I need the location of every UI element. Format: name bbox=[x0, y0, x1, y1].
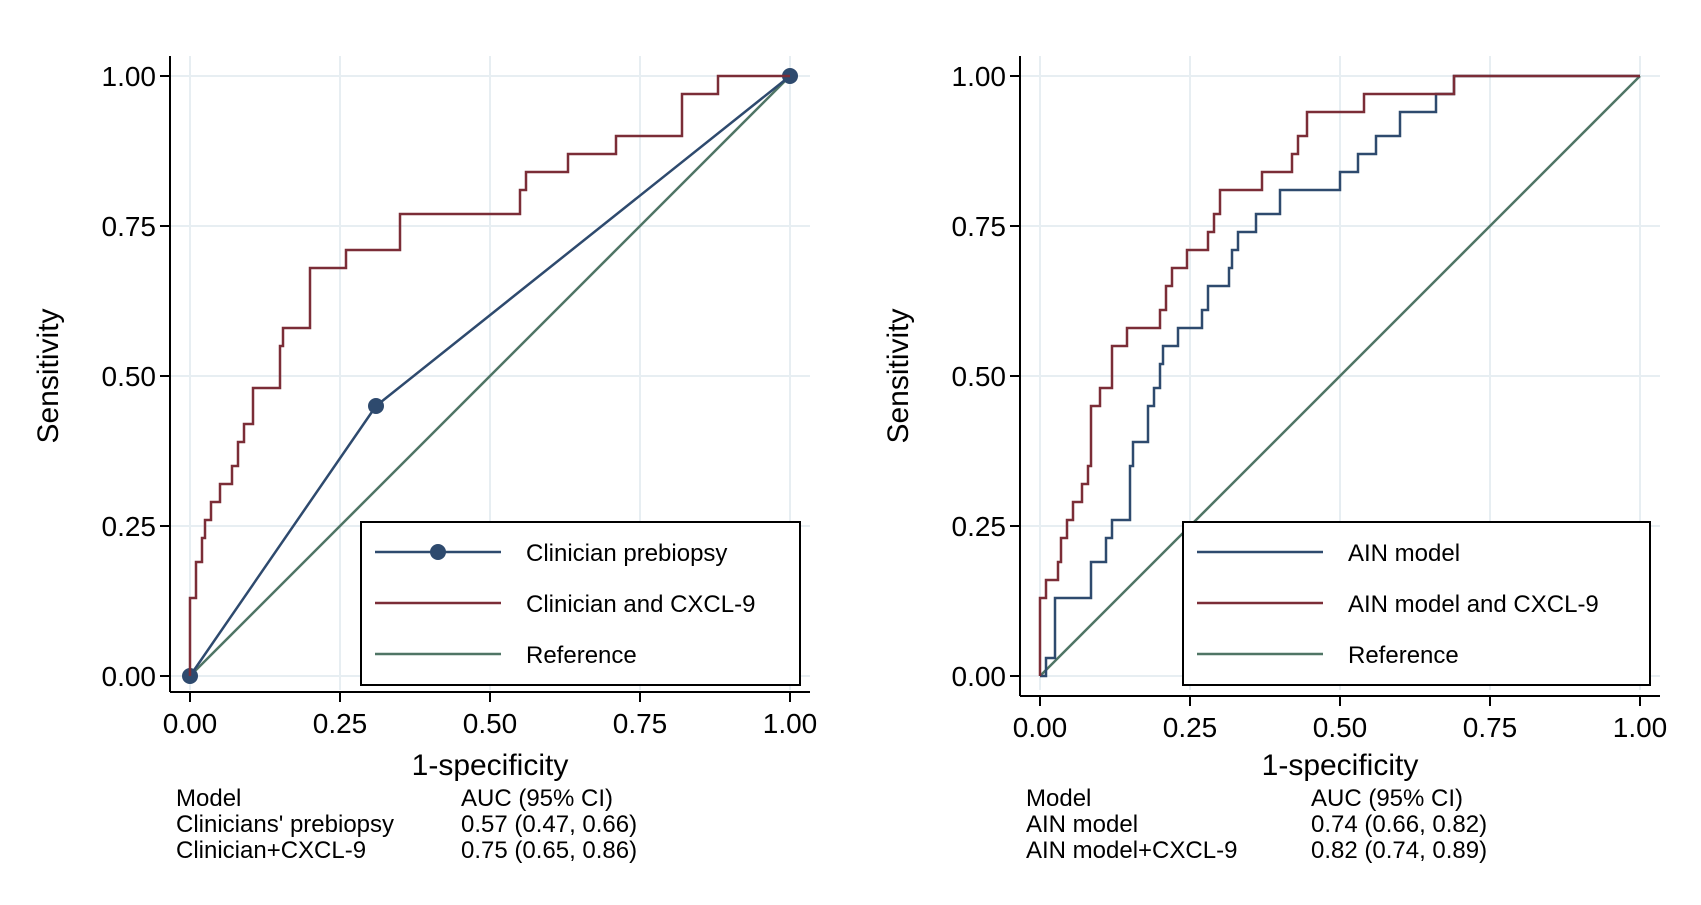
y-tick-label: 0.75 bbox=[952, 211, 1007, 242]
y-tick-label: 0.00 bbox=[952, 661, 1007, 692]
y-tick-label: 0.50 bbox=[952, 361, 1007, 392]
x-tick-label: 0.50 bbox=[463, 708, 518, 739]
table-cell-model: Clinicians' prebiopsy bbox=[176, 811, 394, 838]
table-header-auc: AUC (95% CI) bbox=[461, 785, 613, 812]
x-axis-title: 1-specificity bbox=[1262, 749, 1419, 782]
y-tick-label: 0.25 bbox=[952, 511, 1007, 542]
table-cell-auc: 0.82 (0.74, 0.89) bbox=[1311, 837, 1487, 864]
auc-table: Model AUC (95% CI) Clinicians' prebiopsy 0.… bbox=[176, 785, 637, 864]
table-header-model: Model bbox=[1026, 785, 1091, 812]
legend-label: Clinician prebiopsy bbox=[526, 540, 727, 567]
reference-curve bbox=[189, 75, 791, 677]
legend-label: Reference bbox=[1348, 642, 1459, 669]
legend: AIN model AIN model and CXCL-9 Reference bbox=[1182, 521, 1651, 686]
x-tick-label: 1.00 bbox=[1613, 712, 1668, 743]
x-axis-title: 1-specificity bbox=[412, 749, 569, 782]
table-cell-model: AIN model+CXCL-9 bbox=[1026, 837, 1237, 864]
clinician-prebiopsy-marker bbox=[368, 398, 384, 414]
x-tick-label: 0.25 bbox=[313, 708, 368, 739]
table-cell-auc: 0.74 (0.66, 0.82) bbox=[1311, 811, 1487, 838]
legend-label: Clinician and CXCL-9 bbox=[526, 591, 755, 618]
table-cell-model: AIN model bbox=[1026, 811, 1138, 838]
table-header-model: Model bbox=[176, 785, 241, 812]
roc-panel-clinician: 0.00 0.25 0.50 0.75 1.00 0.00 0.25 0.50 0.75 1.00… bbox=[32, 56, 817, 864]
y-tick-label: 0.00 bbox=[102, 661, 157, 692]
legend: Clinician prebiopsy Clinician and CXCL-9 R… bbox=[360, 521, 801, 686]
legend-label: AIN model bbox=[1348, 540, 1460, 567]
ain-model-curve bbox=[1040, 74, 1640, 678]
table-cell-model: Clinician+CXCL-9 bbox=[176, 837, 366, 864]
x-tick-label: 0.00 bbox=[163, 708, 218, 739]
table-cell-auc: 0.75 (0.65, 0.86) bbox=[461, 837, 637, 864]
table-cell-auc: 0.57 (0.47, 0.66) bbox=[461, 811, 637, 838]
x-tick-label: 0.00 bbox=[1013, 712, 1068, 743]
y-axis-title: Sensitivity bbox=[32, 308, 65, 443]
x-tick-label: 0.75 bbox=[1463, 712, 1518, 743]
auc-table: Model AUC (95% CI) AIN model 0.74 (0.66, 0.… bbox=[1026, 785, 1487, 864]
x-tick-label: 1.00 bbox=[763, 708, 818, 739]
legend-label: Reference bbox=[526, 642, 637, 669]
roc-panel-ain-model: 0.00 0.25 0.50 0.75 1.00 0.00 0.25 0.50 0.75 1.00… bbox=[882, 56, 1667, 864]
y-tick-label: 0.75 bbox=[102, 211, 157, 242]
legend-label: AIN model and CXCL-9 bbox=[1348, 591, 1599, 618]
ain-model-and-cxcl-9-curve bbox=[1038, 74, 1640, 676]
x-tick-label: 0.75 bbox=[613, 708, 668, 739]
y-tick-label: 1.00 bbox=[952, 61, 1007, 92]
y-tick-label: 0.25 bbox=[102, 511, 157, 542]
x-tick-label: 0.50 bbox=[1313, 712, 1368, 743]
y-tick-label: 0.50 bbox=[102, 361, 157, 392]
y-axis-title: Sensitivity bbox=[882, 308, 915, 443]
x-tick-label: 0.25 bbox=[1163, 712, 1218, 743]
reference-curve bbox=[1039, 75, 1641, 677]
y-tick-label: 1.00 bbox=[102, 61, 157, 92]
table-header-auc: AUC (95% CI) bbox=[1311, 785, 1463, 812]
clinician-and-cxcl-9-curve bbox=[188, 74, 790, 676]
legend-marker bbox=[430, 544, 446, 560]
